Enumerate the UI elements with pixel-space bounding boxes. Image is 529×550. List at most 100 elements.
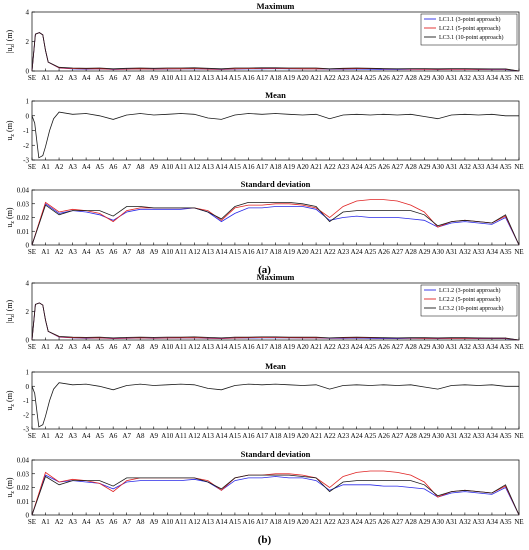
- panel-6-xtick-label: A19: [283, 518, 296, 526]
- panel-4-legend-label: LC2.2 (5-point approach): [439, 296, 500, 303]
- panel-6-xtick-label: A32: [459, 518, 472, 526]
- panel-1-xtick-label: A27: [391, 74, 404, 82]
- panel-1-xtick-label: A22: [324, 74, 337, 82]
- panel-5-xtick-label: A28: [405, 432, 418, 440]
- panel-1-xtick-label: NE: [514, 74, 523, 82]
- panel-3-xtick-label: A33: [472, 248, 485, 256]
- panel-5-xtick-label: NE: [514, 432, 523, 440]
- panel-2-xtick-label: A14: [215, 163, 228, 171]
- panel-1-series-2-line: [31, 32, 520, 72]
- panel-6-ytick-label: 0.04: [17, 457, 30, 465]
- panel-2-xtick-label: A9: [149, 163, 158, 171]
- panel-3-ytick-label: 0: [26, 242, 30, 250]
- panel-5-xtick-label: A7: [122, 432, 131, 440]
- panel-1-xtick-label: A6: [109, 74, 118, 82]
- panel-1-xtick-label: A17: [256, 74, 269, 82]
- panel-4-xtick-label: A6: [109, 343, 118, 351]
- panel-6-xtick-label: A16: [242, 518, 255, 526]
- panel-5-xtick-label: A35: [499, 432, 512, 440]
- panel-6-ytick-label: 0: [26, 512, 30, 520]
- panel-3-xtick-label: NE: [514, 248, 523, 256]
- panel-3-xtick-label: A17: [256, 248, 269, 256]
- panel-6-xtick-label: A18: [269, 518, 282, 526]
- panel-3-xtick-label: A11: [175, 248, 187, 256]
- panel-1-xtick-label: A35: [499, 74, 512, 82]
- panel-1-xtick-label: A10: [161, 74, 174, 82]
- panel-1-ytick-label: 2: [26, 38, 30, 46]
- panel-6-title: Standard deviation: [241, 449, 311, 459]
- panel-5-ytick-label: -2: [23, 411, 29, 419]
- panel-6-xtick-label: A31: [445, 518, 458, 526]
- panel-2-xtick-label: A5: [95, 163, 104, 171]
- panel-3-xtick-label: A18: [269, 248, 282, 256]
- panel-5-ytick-label: -1: [23, 397, 29, 405]
- panel-3-series-3-line: [31, 202, 520, 246]
- panel-3-xtick-label: A10: [161, 248, 174, 256]
- panel-4-ytick-label: 2: [26, 308, 30, 316]
- panel-2-xtick-label: A12: [188, 163, 201, 171]
- panel-1-legend-box: [420, 13, 518, 46]
- panel-6-xtick-label: A9: [149, 518, 158, 526]
- panel-5-xtick-label: A5: [95, 432, 104, 440]
- panel-4-xtick-label: A15: [229, 343, 242, 351]
- panel-1-xtick-label: A30: [432, 74, 445, 82]
- panel-1-xtick-label: A32: [459, 74, 472, 82]
- panel-3-xtick-label: A32: [459, 248, 472, 256]
- panel-4-xtick-label: A28: [405, 343, 418, 351]
- panel-6-ytick-label: 0.01: [17, 498, 30, 506]
- panel-6-ylabel: uz (m): [5, 477, 16, 498]
- panel-5-xtick-label: A8: [136, 432, 145, 440]
- panel-3-xtick-label: A8: [136, 248, 145, 256]
- panel-3-xtick-label: A3: [68, 248, 77, 256]
- panel-1-xtick-label: A16: [242, 74, 255, 82]
- panel-6-xtick-label: A17: [256, 518, 269, 526]
- panel-2-ytick-label: 1: [26, 98, 30, 106]
- panel-6-xtick-label: A6: [109, 518, 118, 526]
- panel-3-xtick-label: A14: [215, 248, 228, 256]
- panel-4-xtick-label: A21: [310, 343, 323, 351]
- panel-4-xtick-label: A24: [351, 343, 364, 351]
- panel-3-ytick-label: 0.04: [17, 187, 30, 195]
- panel-3-xtick-label: A4: [82, 248, 91, 256]
- panel-2-xtick-label: A1: [41, 163, 50, 171]
- panel-6-ytick-label: 0.03: [17, 470, 30, 478]
- panel-6-xtick-label: A12: [188, 518, 201, 526]
- panel-3-xtick-label: A21: [310, 248, 323, 256]
- panel-5-xtick-label: A30: [432, 432, 445, 440]
- panel-5-xtick-label: A23: [337, 432, 350, 440]
- panel-4-xtick-label: A9: [149, 343, 158, 351]
- panel-6-xtick-label: A28: [405, 518, 418, 526]
- panel-6-xtick-label: A4: [82, 518, 91, 526]
- panel-1-xtick-label: A3: [68, 74, 77, 82]
- panel-6-frame: [31, 459, 520, 516]
- panel-1-xtick-label: A5: [95, 74, 104, 82]
- figure-label-a: (a): [258, 264, 271, 276]
- panel-1-xtick-label: A4: [82, 74, 91, 82]
- panel-4-ylabel: |uz| (m): [5, 299, 16, 323]
- panel-1-xtick-label: A18: [269, 74, 282, 82]
- panel-3-xtick-label: A20: [297, 248, 310, 256]
- panel-2-ytick-label: -2: [23, 142, 29, 150]
- panel-1-xtick-label: A34: [486, 74, 499, 82]
- panel-4-xtick-label: A23: [337, 343, 350, 351]
- panel-1-xtick-label: SE: [28, 74, 36, 82]
- panel-1-xtick-label: A7: [122, 74, 131, 82]
- panel-2-xtick-label: A30: [432, 163, 445, 171]
- panel-4-series-2-line: [31, 302, 520, 341]
- panel-5-xtick-label: A3: [68, 432, 77, 440]
- panel-5-ytick-label: 0: [26, 383, 30, 391]
- panel-4-xtick-label: A27: [391, 343, 404, 351]
- panel-5-series-1-line: [31, 382, 519, 428]
- panel-2-xtick-label: A22: [324, 163, 337, 171]
- panel-3-xtick-label: SE: [28, 248, 36, 256]
- panel-1-xtick-label: A24: [351, 74, 364, 82]
- panel-4-xtick-label: A34: [486, 343, 499, 351]
- panel-5-xtick-label: A4: [82, 432, 91, 440]
- panel-6-series-1-line: [31, 474, 520, 516]
- panel-3-xtick-label: A30: [432, 248, 445, 256]
- panel-1-xtick-label: A13: [202, 74, 215, 82]
- panel-3-series-1-line: [31, 203, 520, 246]
- panel-6-xtick-label: A29: [418, 518, 431, 526]
- panel-6-xtick-label: A33: [472, 518, 485, 526]
- panel-3-xtick-label: A6: [109, 248, 118, 256]
